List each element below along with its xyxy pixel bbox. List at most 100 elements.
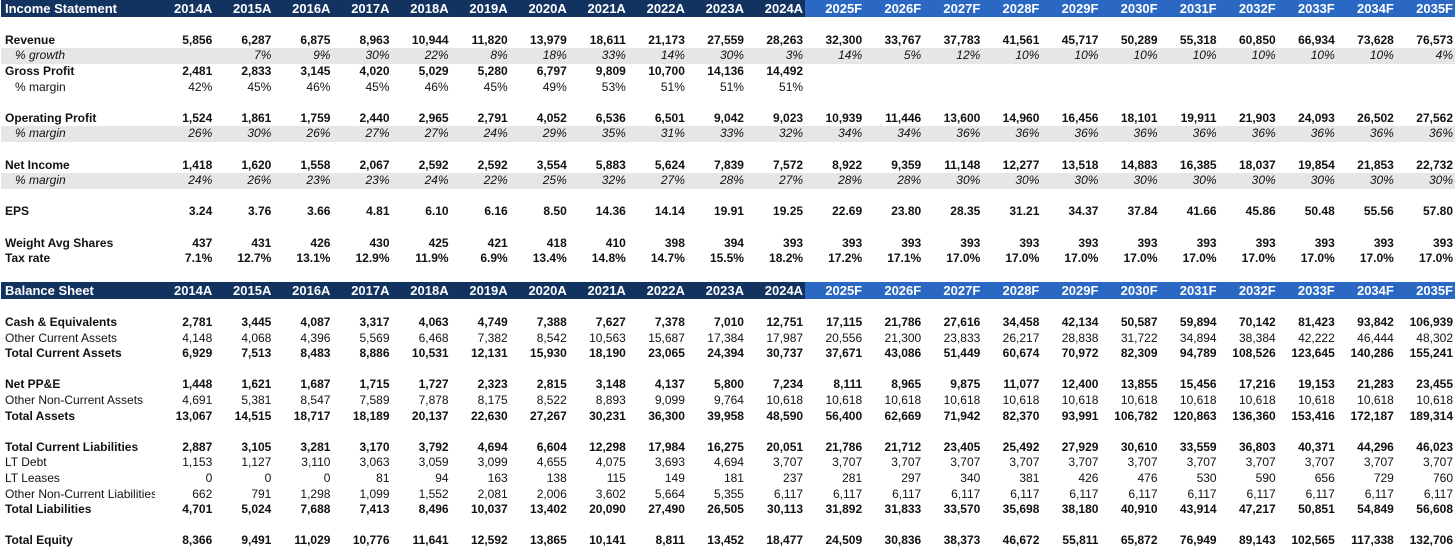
table-row: LT Leases 0 0 0 81 94 163 138 115 149 181 237 281 297… bbox=[1, 471, 1455, 487]
cell-value: 10,618 bbox=[1357, 392, 1394, 407]
cell-value: 30% bbox=[1218, 172, 1278, 189]
cell-value: 76,573 bbox=[1416, 32, 1453, 47]
cell-value: 23,065 bbox=[648, 346, 685, 361]
cell-value: 4,694 bbox=[713, 455, 744, 470]
row-label: Total Assets bbox=[5, 408, 76, 423]
year-header: 2033F bbox=[1277, 0, 1337, 17]
cell-value: 4,691 bbox=[182, 392, 213, 407]
cell-value: 50,587 bbox=[1120, 314, 1158, 329]
cell-value: 9,359 bbox=[891, 157, 922, 172]
cell-value: 5,883 bbox=[595, 157, 626, 172]
cell-value bbox=[864, 79, 923, 95]
cell-value: 8,811 bbox=[655, 533, 685, 548]
table-row: Weight Avg Shares 437 431 426 430 425 421 418 41… bbox=[1, 235, 1455, 251]
table-row: Cash & Equivalents 2,781 3,445 4,087 3,317 4,… bbox=[1, 315, 1455, 331]
cell-value: 123,645 bbox=[1291, 346, 1335, 361]
cell-value: 20,090 bbox=[589, 502, 626, 517]
cell-value: 30,231 bbox=[589, 408, 626, 423]
cell-value: 393 bbox=[1373, 235, 1394, 250]
cell-value: 10% bbox=[1218, 48, 1278, 64]
cell-value: 7,589 bbox=[359, 392, 390, 407]
table-row: % margin 42% 45% 46% 45% 46% 45% 49% 53% 51% 51% 51… bbox=[1, 79, 1455, 95]
year-header: 2014A bbox=[155, 282, 215, 300]
cell-value: 10% bbox=[1336, 48, 1396, 64]
cell-value: 22% bbox=[450, 172, 510, 189]
cell-value: 44,296 bbox=[1357, 439, 1394, 454]
cell-value: 4,655 bbox=[536, 455, 567, 470]
cell-value: 30% bbox=[686, 48, 746, 64]
cell-value bbox=[1100, 64, 1159, 80]
cell-value: 5,569 bbox=[359, 330, 390, 345]
spacer-row bbox=[1, 299, 1455, 315]
cell-value: 18,611 bbox=[589, 32, 626, 47]
cell-value: 10,618 bbox=[1002, 392, 1040, 407]
cell-value: 17.1% bbox=[887, 251, 922, 266]
cell-value: 60,674 bbox=[1002, 346, 1040, 361]
cell-value: 189,314 bbox=[1409, 408, 1453, 423]
cell-value: 26,217 bbox=[1002, 330, 1040, 345]
cell-value: 17,216 bbox=[1238, 377, 1276, 392]
cell-value: 7,572 bbox=[773, 157, 804, 172]
cell-value: 27,559 bbox=[707, 32, 744, 47]
year-header: 2021A bbox=[568, 0, 628, 17]
table-row: % growth 7% 9% 30% 22% 8% 18% 33% 14% 30% 3% 14% 5% 1… bbox=[1, 48, 1455, 64]
cell-value: 4,749 bbox=[477, 314, 508, 329]
row-label: Net Income bbox=[5, 157, 70, 172]
cell-value: 25,492 bbox=[1002, 439, 1040, 454]
cell-value: 381 bbox=[1019, 470, 1040, 485]
year-header: 2027F bbox=[923, 282, 983, 300]
cell-value: 39,958 bbox=[707, 408, 744, 423]
cell-value: 9,809 bbox=[595, 64, 626, 79]
cell-value: 6,117 bbox=[1187, 486, 1217, 501]
cell-value: 12.7% bbox=[237, 251, 272, 266]
cell-value: 6,117 bbox=[1246, 486, 1276, 501]
cell-value: 791 bbox=[251, 486, 272, 501]
cell-value: 13,518 bbox=[1061, 157, 1099, 172]
table-row: Total Liabilities 4,701 5,024 7,688 7,413 8,4… bbox=[1, 502, 1455, 518]
cell-value bbox=[1396, 64, 1455, 80]
cell-value: 108,526 bbox=[1232, 346, 1276, 361]
cell-value: 393 bbox=[1019, 235, 1040, 250]
cell-value: 45% bbox=[483, 79, 508, 94]
cell-value: 42% bbox=[188, 79, 213, 94]
cell-value: 38,384 bbox=[1238, 330, 1276, 345]
cell-value: 13,402 bbox=[530, 502, 567, 517]
cell-value: 15,456 bbox=[1179, 377, 1217, 392]
cell-value: 8,542 bbox=[536, 330, 567, 345]
cell-value bbox=[1278, 64, 1337, 80]
cell-value: 36,300 bbox=[648, 408, 685, 423]
income-statement-title: Income Statement bbox=[1, 0, 156, 17]
cell-value: 57.80 bbox=[1422, 204, 1453, 219]
cell-value: 6,117 bbox=[833, 486, 863, 501]
cell-value: 31.21 bbox=[1009, 204, 1040, 219]
cell-value: 93,842 bbox=[1357, 314, 1394, 329]
cell-value: 1,621 bbox=[241, 377, 272, 392]
cell-value: 41,561 bbox=[1002, 32, 1040, 47]
year-header: 2029F bbox=[1041, 282, 1101, 300]
table-row: Net PP&E 1,448 1,621 1,687 1,715 1,727 2,323 2,… bbox=[1, 377, 1455, 393]
cell-value: 3,707 bbox=[1422, 455, 1453, 470]
cell-value: 2,833 bbox=[241, 64, 272, 79]
cell-value: 46,023 bbox=[1416, 439, 1453, 454]
cell-value: 410 bbox=[605, 235, 626, 250]
cell-value: 1,715 bbox=[359, 377, 390, 392]
cell-value: 2,081 bbox=[477, 486, 508, 501]
cell-value: 3,145 bbox=[300, 64, 331, 79]
cell-value: 3,063 bbox=[359, 455, 390, 470]
spacer-row bbox=[1, 424, 1455, 440]
cell-value: 28% bbox=[805, 172, 865, 189]
cell-value: 31,892 bbox=[825, 502, 863, 517]
cell-value: 43,914 bbox=[1179, 502, 1217, 517]
cell-value bbox=[982, 64, 1041, 80]
cell-value: 3,445 bbox=[241, 314, 272, 329]
year-header: 2025F bbox=[805, 282, 865, 300]
cell-value: 12,298 bbox=[589, 439, 626, 454]
cell-value: 82,370 bbox=[1002, 408, 1040, 423]
cell-value: 8,111 bbox=[833, 377, 863, 392]
cell-value: 7,688 bbox=[300, 502, 331, 517]
cell-value: 27,490 bbox=[648, 502, 685, 517]
cell-value: 3,707 bbox=[1245, 455, 1276, 470]
cell-value: 14,883 bbox=[1120, 157, 1158, 172]
cell-value: 51% bbox=[660, 79, 685, 94]
cell-value: 1,418 bbox=[182, 157, 213, 172]
